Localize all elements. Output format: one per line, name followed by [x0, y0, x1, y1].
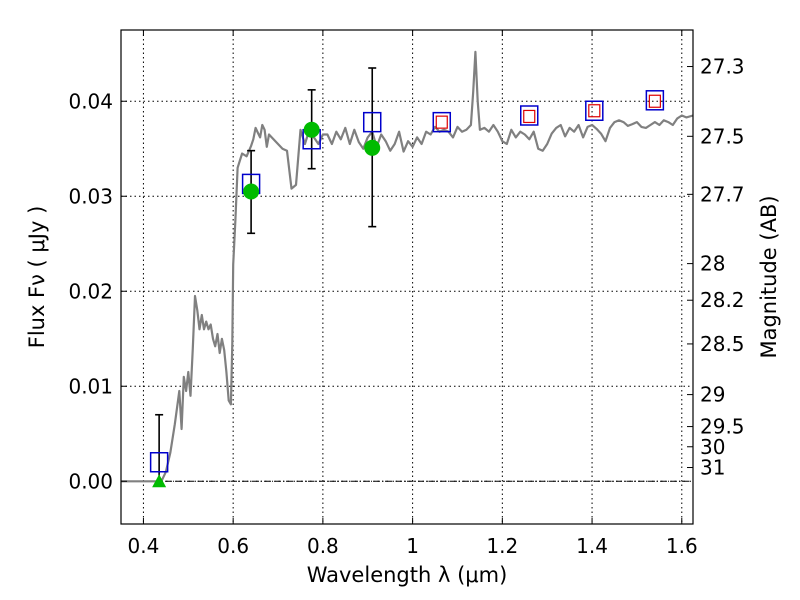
plot-background [121, 30, 693, 524]
x-tick-label: 1.6 [666, 534, 698, 558]
observed-point [303, 121, 320, 138]
magnitude-tick-label: 27.7 [700, 182, 745, 206]
y-tick-labels: 0.00 0.01 0.02 0.03 0.04 [68, 89, 113, 493]
right-axis-label: Magnitude (AB) [757, 195, 781, 358]
upper-limit-marker [152, 474, 167, 488]
model-photometry-inner-square [523, 109, 536, 124]
magnitude-tick-label: 28.5 [700, 332, 745, 356]
y-tick-label: 0.03 [68, 184, 113, 208]
x-axis-label: Wavelength λ (μm) [307, 563, 508, 587]
x-tick-label: 0.6 [217, 534, 249, 558]
model-photometry-inner-square [648, 94, 661, 108]
x-tick-labels: 0.4 0.6 0.8 1 1.2 1.4 1.6 [128, 534, 698, 558]
model-photometry-square [585, 100, 604, 121]
magnitude-tick-label: 27.5 [700, 124, 745, 148]
model-photometry-inner-square [435, 115, 448, 129]
x-tick-label: 0.4 [128, 534, 160, 558]
magnitude-tick-label: 28.2 [700, 288, 745, 312]
plot-frame [120, 29, 694, 525]
y-tick-label: 0.02 [68, 279, 113, 303]
model-photometry-square [149, 452, 169, 473]
model-photometry-square [645, 90, 665, 111]
axis-ticks [121, 30, 693, 524]
x-tick-label: 0.8 [307, 534, 339, 558]
magnitude-tick-label: 27.3 [700, 55, 745, 79]
observed-points [152, 121, 381, 488]
observed-point [364, 139, 381, 156]
magnitude-tick-label: 31 [700, 456, 725, 480]
magnitude-tick-label: 29 [700, 383, 725, 407]
y-tick-label: 0.00 [68, 469, 113, 493]
magnitude-tick-label: 30 [700, 435, 725, 459]
x-tick-label: 1.4 [576, 534, 608, 558]
observed-point [243, 183, 260, 200]
model-photometry-squares [149, 90, 665, 473]
model-photometry-square [520, 105, 539, 126]
magnitude-tick-label: 29.5 [700, 415, 745, 439]
model-photometry-square [362, 111, 382, 133]
model-spectrum-line [121, 50, 694, 483]
x-tick-label: 1.2 [486, 534, 518, 558]
grid-lines [121, 30, 693, 524]
model-photometry-inner-square [588, 104, 601, 118]
x-tick-label: 1 [406, 534, 419, 558]
y-axis-label: Flux Fν ( μJy ) [25, 206, 49, 349]
magnitude-tick-label: 28 [700, 252, 725, 276]
y-tick-label: 0.04 [68, 89, 113, 113]
y-tick-label: 0.01 [68, 374, 113, 398]
model-photometry-square [432, 111, 452, 133]
